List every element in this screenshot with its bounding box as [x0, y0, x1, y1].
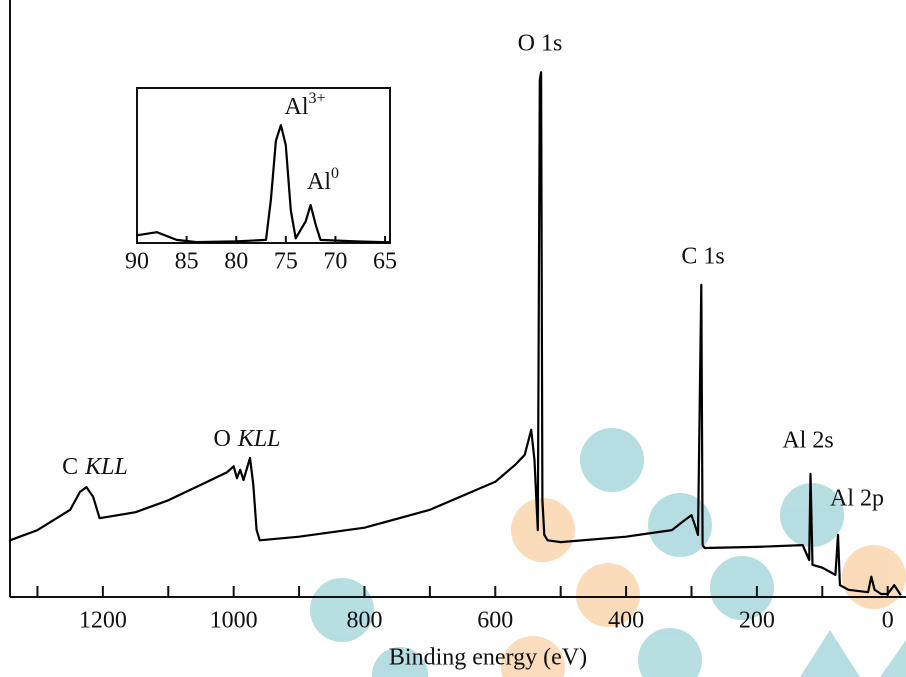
label-part: O [213, 426, 230, 452]
x-tick-label: 200 [739, 608, 775, 634]
label-italic: KLL [237, 426, 281, 452]
x-tick-label: 75 [274, 249, 298, 275]
label-part: Al [284, 94, 308, 120]
label-part: C [62, 454, 78, 480]
label-part: Al [307, 169, 331, 195]
x-tick-label: 1200 [79, 608, 127, 634]
x-tick-label: 90 [125, 249, 149, 275]
x-tick-label: 85 [175, 249, 199, 275]
spectrum-line [9, 71, 902, 596]
watermark [310, 428, 906, 677]
label-sup: 0 [331, 165, 339, 182]
x-tick-label: 800 [346, 608, 382, 634]
peak-label: Al3+ [284, 90, 325, 120]
inset-frame [136, 87, 391, 244]
peak-label: C 1s [681, 244, 724, 270]
peak-label: Al 2p [830, 486, 884, 512]
label-sup: 3+ [308, 90, 325, 107]
label-italic: KLL [84, 454, 128, 480]
x-tick-label: 80 [224, 249, 248, 275]
peak-label: Al0 [307, 165, 339, 195]
x-tick-label: 400 [608, 608, 644, 634]
x-tick-label: 600 [477, 608, 513, 634]
peak-label: O KLL [213, 426, 280, 452]
x-tick-label: 65 [373, 249, 397, 275]
x-tick-label: 70 [323, 249, 347, 275]
peak-label: O 1s [518, 31, 563, 57]
x-tick-label: 0 [882, 608, 894, 634]
peak-label: Al 2s [782, 428, 833, 454]
peak-label: C KLL [62, 454, 128, 480]
spectrum-line [136, 124, 390, 244]
x-tick-label: 1000 [210, 608, 258, 634]
x-axis-label: Binding energy (eV) [389, 645, 587, 671]
